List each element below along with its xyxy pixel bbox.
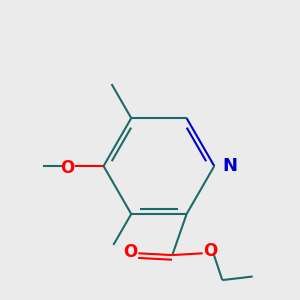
Text: O: O [60,159,74,177]
Text: O: O [203,242,218,260]
Text: O: O [123,242,138,260]
Text: N: N [222,157,237,175]
